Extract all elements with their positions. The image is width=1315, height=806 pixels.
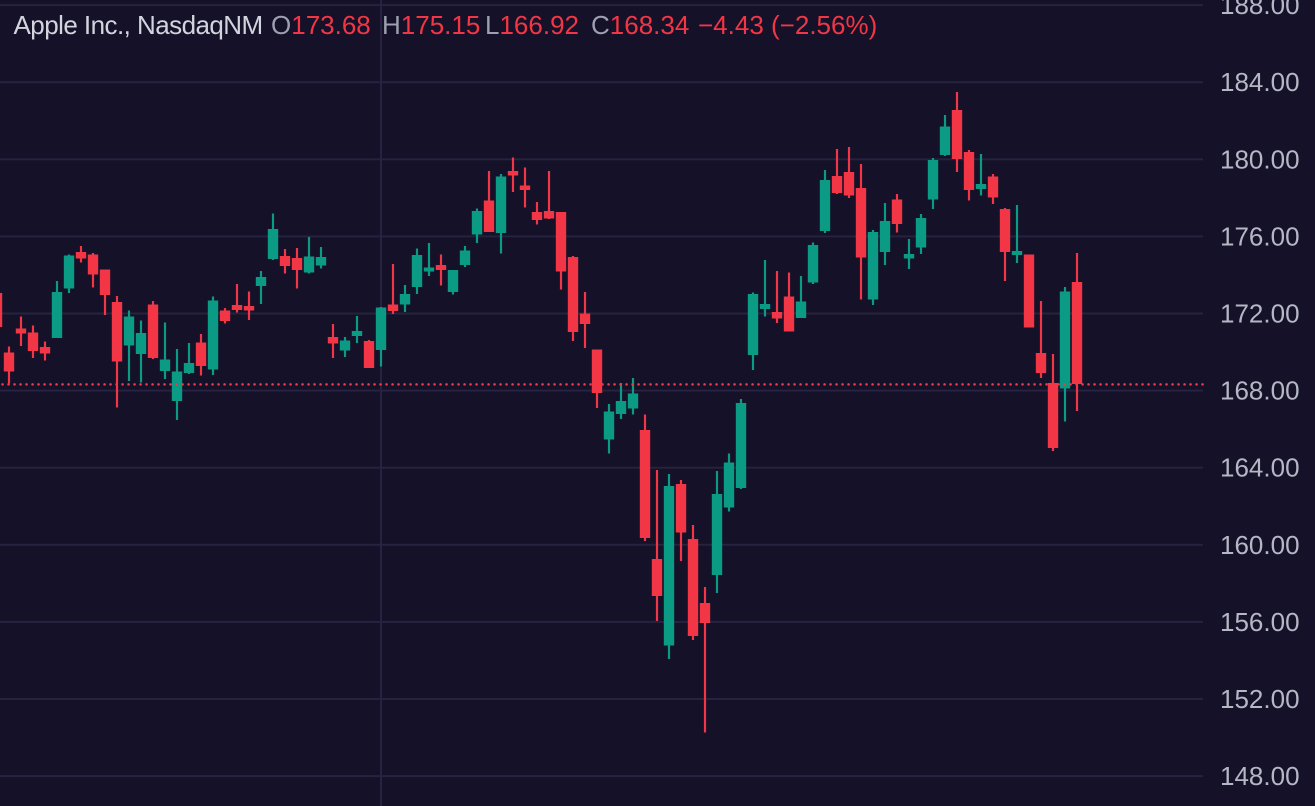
svg-text:152.00: 152.00 (1220, 684, 1300, 714)
svg-text:160.00: 160.00 (1220, 530, 1300, 560)
svg-text:148.00: 148.00 (1220, 761, 1300, 791)
svg-text:O173.68: O173.68 (271, 10, 371, 40)
svg-text:184.00: 184.00 (1220, 67, 1300, 97)
svg-text:176.00: 176.00 (1220, 221, 1300, 251)
svg-text:156.00: 156.00 (1220, 607, 1300, 637)
svg-text:C168.34: C168.34 (591, 10, 689, 40)
svg-text:180.00: 180.00 (1220, 144, 1300, 174)
svg-text:188.00: 188.00 (1220, 0, 1300, 20)
svg-text:172.00: 172.00 (1220, 299, 1300, 329)
svg-text:L166.92: L166.92 (485, 10, 579, 40)
svg-text:Apple Inc., NasdaqNM: Apple Inc., NasdaqNM (14, 10, 263, 40)
svg-text:H175.15: H175.15 (382, 10, 480, 40)
svg-text:164.00: 164.00 (1220, 453, 1300, 483)
svg-text:−4.43 (−2.56%): −4.43 (−2.56%) (698, 10, 877, 40)
svg-text:168.00: 168.00 (1220, 376, 1300, 406)
